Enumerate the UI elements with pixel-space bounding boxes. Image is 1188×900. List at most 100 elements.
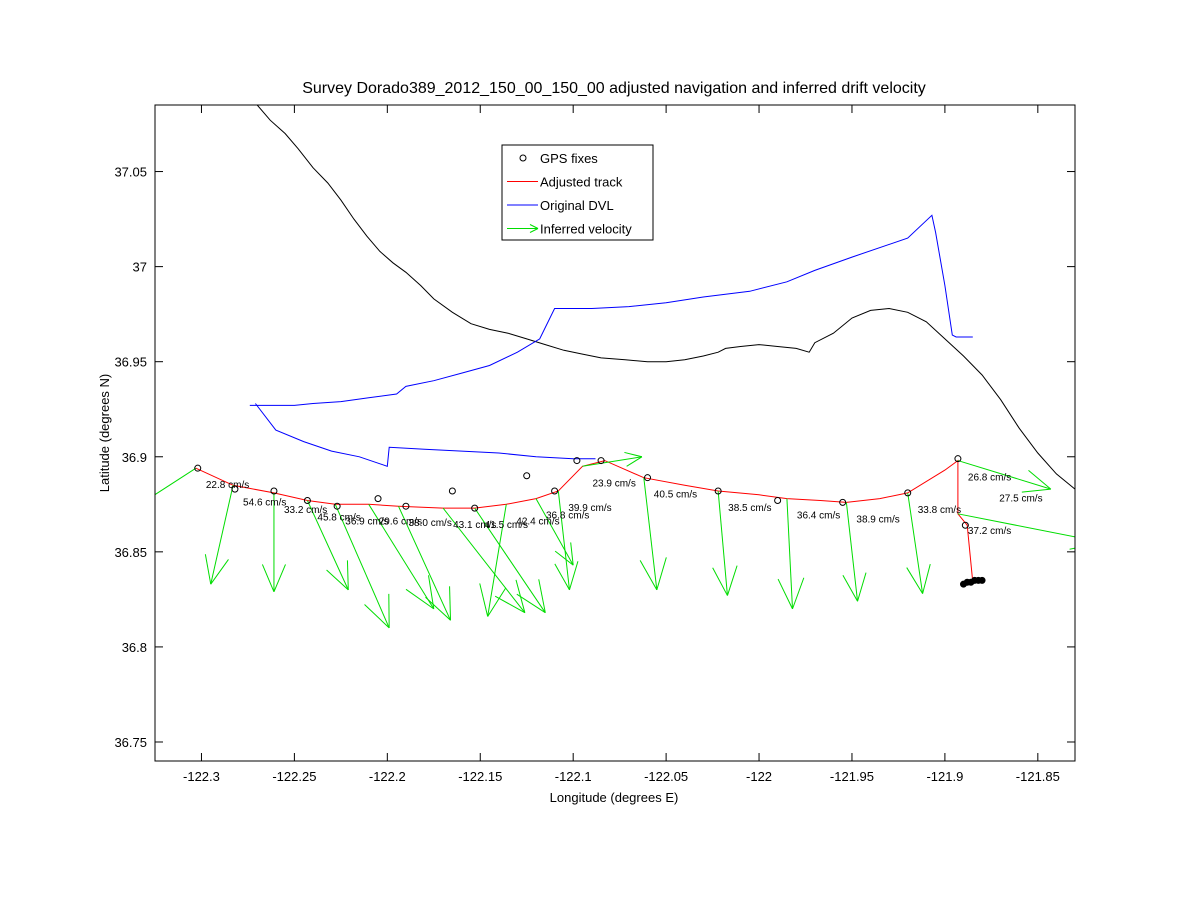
velocity-arrow-19-shaft [957, 513, 1075, 538]
velocity-arrow-1-shaft [210, 485, 234, 585]
legend-label-adjusted-track: Adjusted track [540, 175, 623, 190]
velocity-label-14: 38.5 cm/s [728, 503, 771, 514]
velocity-label-13: 40.5 cm/s [654, 490, 697, 501]
velocity-arrow-8-head-left [516, 593, 546, 614]
gps-fix-5 [374, 495, 382, 503]
gps-fix-3 [303, 497, 311, 505]
velocity-arrow-1-head-left [204, 554, 212, 585]
velocity-arrow-16-head-right [857, 572, 867, 602]
velocity-arrow-2-head-right [273, 564, 286, 592]
velocity-arrow-7-head-left [494, 595, 526, 614]
velocity-arrow-4-head-left [364, 604, 390, 629]
axes-layer: -122.3 -122.25 -122.2 -122.15 -122.1 -122.05 -… [114, 105, 1075, 784]
velocity-arrow-19 [957, 513, 1075, 550]
velocity-arrow-8-shaft [474, 507, 546, 613]
gps-fix-8 [471, 504, 479, 512]
legend-label-gps-fixes: GPS fixes [540, 151, 598, 166]
velocity-label-4: 36.9 cm/s [345, 516, 388, 527]
velocity-label-11: 39.9 cm/s [568, 503, 611, 514]
velocity-arrow-8-head-right [538, 579, 546, 613]
x-tick-label-9: -121.85 [1016, 769, 1060, 784]
legend-box [501, 144, 654, 241]
gps-fix-2 [270, 487, 278, 495]
legend-marker-inferred-velocity [507, 224, 539, 233]
x-tick-label-5: -122.05 [644, 769, 688, 784]
velocity-arrow-5-head-right [427, 575, 435, 609]
chart-title: Survey Dorado389_2012_150_00_150_00 adju… [302, 80, 926, 97]
velocity-arrow-13-head-right [656, 557, 667, 591]
velocity-arrow-17 [906, 492, 931, 594]
gps-fix-7 [448, 487, 456, 495]
legend-arrow-head-upper [529, 224, 539, 229]
velocity-arrow-11-head-left [554, 563, 570, 591]
velocity-arrow-14-head-right [726, 565, 738, 596]
gps-fix-19 [961, 521, 969, 529]
velocity-arrow-4 [334, 504, 390, 629]
velocity-arrow-2 [261, 492, 286, 592]
gps-fix-6 [402, 502, 410, 510]
legend-label-inferred-velocity: Inferred velocity [540, 222, 632, 237]
velocity-arrow-3-head-left [326, 569, 349, 591]
velocity-arrow-13-shaft [643, 477, 658, 590]
velocity-arrow-3-head-right [346, 560, 349, 590]
velocity-arrow-18 [957, 460, 1052, 493]
velocity-arrow-6 [398, 505, 452, 621]
velocity-label-18: 26.8 cm/s [968, 473, 1011, 484]
gps-fix-10 [551, 487, 559, 495]
velocity-arrow-16-shaft [845, 502, 859, 602]
velocity-arrow-6-head-left [425, 596, 451, 621]
y-tick-label-0: 36.75 [114, 735, 147, 750]
velocity-arrow-11 [554, 490, 579, 591]
velocity-arrow-6-head-right [449, 586, 452, 621]
velocity-arrow-1-head-right [210, 559, 229, 585]
velocity-arrow-14 [712, 490, 738, 596]
velocity-arrow-13-head-left [639, 560, 658, 591]
gps-fix-17 [904, 489, 912, 497]
x-tick-label-1: -122.25 [272, 769, 316, 784]
velocity-arrow-15-head-left [777, 578, 793, 610]
velocity-arrow-11-head-right [568, 561, 579, 591]
x-tick-label-7: -121.95 [830, 769, 874, 784]
y-tick-label-6: 37.05 [114, 165, 147, 180]
x-tick-label-8: -121.9 [926, 769, 963, 784]
gps-fix-18 [954, 455, 962, 463]
x-tick-label-2: -122.2 [369, 769, 406, 784]
velocity-arrow-12-head-left [626, 456, 643, 467]
velocity-arrow-13 [639, 477, 667, 591]
velocity-arrow-10-head-left [554, 550, 574, 566]
velocity-arrow-18-head-left [1021, 488, 1051, 493]
velocity-arrow-12-head-right [624, 451, 643, 458]
velocity-arrow-5 [368, 504, 435, 610]
velocity-arrow-12 [582, 451, 643, 467]
velocity-arrow-10-shaft [535, 498, 574, 566]
velocity-label-8: 41.5 cm/s [485, 520, 528, 531]
velocity-label-10: 36.8 cm/s [546, 511, 589, 522]
velocity-arrow-12-shaft [582, 456, 643, 467]
legend-marker-gps-fixes [519, 154, 527, 162]
velocity-label-0: 22.8 cm/s [206, 480, 249, 491]
y-tick-label-3: 36.9 [122, 450, 147, 465]
velocity-label-19: 37.2 cm/s [968, 526, 1011, 537]
series-line-original-dvl-1 [249, 214, 973, 406]
velocity-label-5: 29.6 cm/s [379, 516, 422, 527]
velocity-arrow-9 [479, 504, 507, 617]
velocity-arrow-0-shaft [155, 467, 197, 496]
velocity-label-extra-0: 27.5 cm/s [999, 494, 1042, 505]
velocity-arrow-11-shaft [557, 490, 570, 590]
velocity-arrow-14-head-left [712, 567, 728, 596]
velocity-label-2: 33.2 cm/s [284, 505, 327, 516]
gps-fix-0 [194, 464, 202, 472]
velocity-arrow-2-head-left [261, 564, 275, 592]
gps-fix-14 [714, 487, 722, 495]
velocity-arrow-17-head-right [922, 563, 931, 594]
velocity-arrow-3 [306, 500, 349, 591]
gps-fix-9 [523, 472, 531, 480]
gps-fix-1 [231, 485, 239, 493]
velocity-arrow-5-head-left [405, 588, 435, 610]
velocity-arrow-5-shaft [368, 504, 435, 610]
velocity-label-16: 38.9 cm/s [856, 514, 899, 525]
gps-fix-cluster-5 [978, 576, 986, 584]
legend: GPS fixes Adjusted track Original DVL Infer… [501, 144, 654, 241]
plot-frame [154, 104, 1076, 762]
velocity-arrow-10-head-right [570, 542, 574, 566]
